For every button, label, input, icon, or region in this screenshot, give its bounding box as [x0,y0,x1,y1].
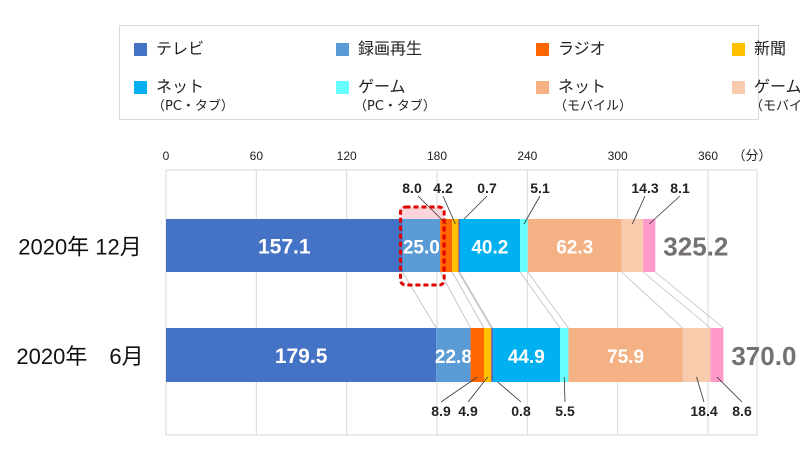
leader-line [696,376,705,403]
total-label: 325.2 [663,232,728,262]
data-label: 18.4 [690,403,717,419]
legend-swatch [536,43,549,56]
bar-segment [470,328,484,382]
legend-label: ゲーム [754,77,800,96]
legend-label: ラジオ [558,39,606,58]
legend-sublabel: （モバイル） [750,99,800,114]
leader-line [648,195,681,225]
leader-line [440,376,478,403]
data-label: 4.2 [433,180,453,196]
bar-segment [166,219,403,272]
legend-swatch [336,43,349,56]
connector-line [519,271,561,329]
leader-line [467,376,488,403]
legend-label: 録画再生 [358,39,423,58]
legend-swatch [732,43,745,56]
leader-line [716,376,743,403]
connector-line [459,271,493,329]
leader-line [442,195,456,225]
data-label: 75.9 [607,347,644,368]
bar-segment [440,219,453,272]
data-label: 0.7 [477,180,497,196]
data-label: 62.3 [556,238,593,259]
data-label: 44.9 [508,347,545,368]
bar-segment [527,219,622,272]
bar-segment [682,328,711,382]
highlight-fill [400,207,445,219]
total-label: 370.0 [731,341,796,371]
bar-segment [402,219,441,272]
legend-sublabel: （PC・タブ） [354,99,436,114]
x-tick-label: 360 [698,149,718,163]
connector-line [527,271,569,329]
category-label: 2020年 6月 [16,344,143,369]
connector-line [642,271,711,329]
data-label: 0.8 [511,403,531,419]
data-label: 4.9 [458,403,478,419]
x-tick-label: 60 [250,149,264,163]
legend-label: ゲーム [358,77,406,96]
data-label: 8.9 [431,403,451,419]
legend-label: 新聞 [754,39,787,58]
bar-segment [621,219,644,272]
connector-line [655,271,724,329]
bar-segment [458,219,460,272]
bar-segment [560,328,569,382]
data-label: 157.1 [258,236,311,259]
data-label: 25.0 [403,238,440,259]
data-label: 8.0 [402,180,422,196]
bar-segment [520,219,528,272]
data-label: 8.1 [670,180,690,196]
legend-swatch [336,81,349,94]
legend-swatch [134,81,147,94]
legend-swatch [536,81,549,94]
x-tick-label: 240 [517,149,537,163]
legend-swatch [134,43,147,56]
leader-line [523,195,541,225]
bar-segment [643,219,656,272]
legend-label: テレビ [156,39,205,58]
data-label: 179.5 [275,345,328,368]
bar-segment [491,328,493,382]
bar-segment [483,328,492,382]
legend: テレビ録画再生ラジオ新聞雑誌ネット（PC・タブ）ゲーム（PC・タブ）ネット（モバ… [119,25,800,120]
bar-segment [492,328,561,382]
bar-segment [452,219,459,272]
legend-swatch [732,81,745,94]
bar-segment [166,328,437,382]
x-unit-label: （分） [732,148,771,163]
x-tick-label: 180 [427,149,447,163]
bar-segment [459,219,521,272]
leader-line [631,195,646,225]
connector-line [402,271,437,329]
bar-segment [568,328,683,382]
connector-line [439,271,471,329]
connector-line [458,271,492,329]
data-label: 40.2 [471,238,508,259]
data-label: 22.8 [435,347,472,368]
data-label: 14.3 [631,180,658,196]
connector-line [451,271,485,329]
leader-line [563,376,566,403]
legend-sublabel: （モバイル） [554,99,633,114]
bar-segment [710,328,724,382]
highlight-box [399,205,446,287]
bar-segment [436,328,471,382]
leader-line [417,195,447,225]
x-tick-label: 0 [163,149,170,163]
x-tick-label: 120 [337,149,357,163]
x-tick-label: 300 [608,149,628,163]
legend-sublabel: （PC・タブ） [152,99,234,114]
data-label: 5.1 [530,180,550,196]
connector-line [621,271,683,329]
data-label: 8.6 [732,403,752,419]
plot-frame [165,169,758,436]
legend-label: ネット [156,77,205,96]
data-label: 5.5 [555,403,575,419]
category-label: 2020年 12月 [18,235,142,260]
legend-label: ネット [558,77,607,96]
